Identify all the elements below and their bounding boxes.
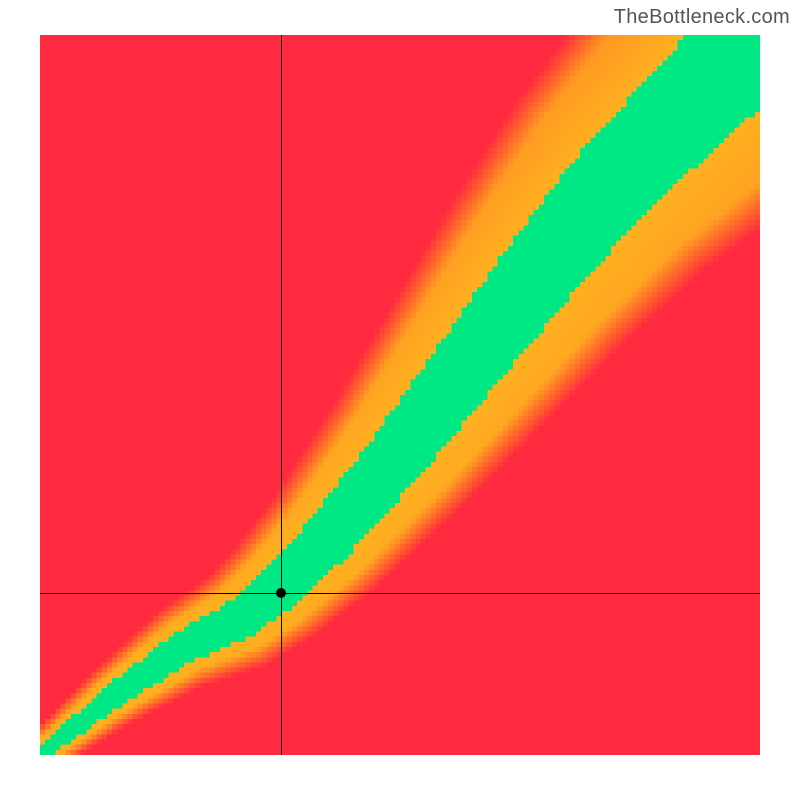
heatmap-canvas-holder — [40, 35, 760, 755]
crosshair-horizontal — [40, 593, 760, 594]
heatmap-canvas — [40, 35, 760, 755]
plot-frame — [40, 35, 760, 755]
crosshair-vertical — [281, 35, 282, 755]
marker-dot — [276, 588, 286, 598]
chart-container: TheBottleneck.com — [0, 0, 800, 800]
watermark-text: TheBottleneck.com — [614, 6, 790, 29]
